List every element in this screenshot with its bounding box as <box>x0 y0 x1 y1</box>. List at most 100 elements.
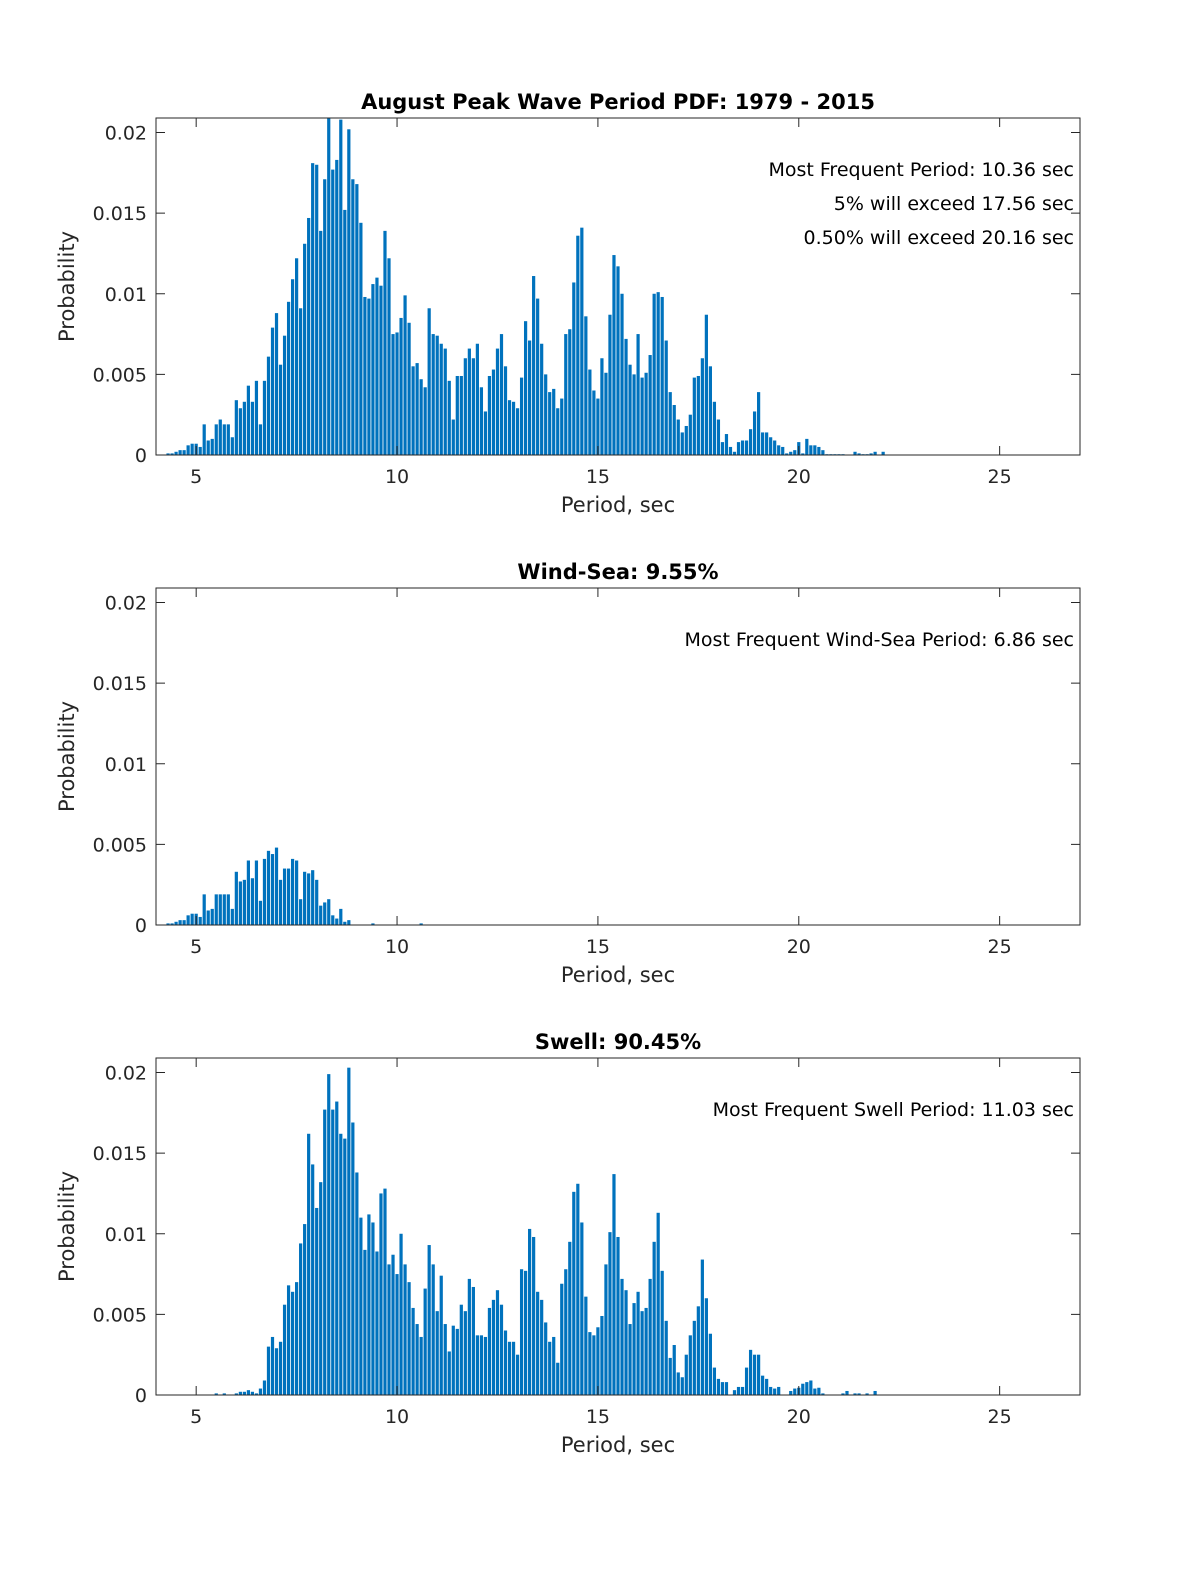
bar <box>556 408 560 455</box>
bar <box>495 348 500 455</box>
bar <box>459 375 463 455</box>
bar <box>773 1388 777 1395</box>
bar <box>777 1386 781 1395</box>
bar <box>170 453 174 455</box>
bar <box>821 1393 825 1395</box>
bar <box>190 913 194 925</box>
bar <box>282 335 287 455</box>
bar <box>491 1299 496 1395</box>
bar <box>736 1386 741 1395</box>
bar <box>544 374 548 455</box>
bar <box>451 419 455 455</box>
bar <box>403 295 407 455</box>
bar <box>491 369 496 455</box>
bar <box>278 879 283 925</box>
bar <box>270 327 275 455</box>
bar <box>600 1315 604 1395</box>
bar <box>431 334 435 455</box>
bar <box>307 873 311 925</box>
bar <box>250 878 255 925</box>
bar <box>805 438 809 455</box>
bar <box>246 1390 250 1395</box>
y-tick-label: 0.015 <box>93 203 147 225</box>
bar <box>853 451 857 455</box>
bar <box>757 392 761 455</box>
x-tick-label: 10 <box>385 1406 409 1428</box>
bar <box>351 179 355 455</box>
bar <box>375 1251 379 1395</box>
bar <box>479 1335 484 1395</box>
bar <box>327 118 331 455</box>
bar <box>656 1212 660 1395</box>
bar <box>700 1259 704 1395</box>
bar <box>202 894 206 925</box>
bar <box>471 358 475 455</box>
bar <box>632 374 636 455</box>
bar <box>789 451 793 455</box>
bar <box>560 398 564 455</box>
bar <box>206 440 210 455</box>
bar <box>704 314 708 455</box>
bar <box>258 1388 263 1395</box>
bar <box>323 902 327 925</box>
bar <box>351 1122 355 1395</box>
bar <box>644 372 648 455</box>
bar <box>282 1304 287 1395</box>
bar <box>323 179 327 455</box>
bar <box>568 329 572 455</box>
bar <box>299 1243 303 1395</box>
bar <box>507 1341 512 1395</box>
y-tick-label: 0.005 <box>93 364 147 386</box>
bar <box>841 1393 845 1395</box>
bar <box>335 918 339 925</box>
bar <box>515 1354 520 1395</box>
bar <box>616 266 620 455</box>
bar <box>540 343 544 455</box>
bar <box>367 1214 371 1395</box>
bar <box>463 358 467 455</box>
bar <box>668 1357 672 1395</box>
chart-title: August Peak Wave Period PDF: 1979 - 2015 <box>361 90 875 114</box>
bar <box>632 1303 636 1395</box>
bar <box>592 1335 596 1395</box>
bar <box>487 375 492 455</box>
bar <box>708 366 712 455</box>
bar <box>728 446 733 455</box>
bar <box>371 923 375 925</box>
bar <box>435 335 439 455</box>
bar <box>761 1375 765 1395</box>
bar <box>857 453 861 455</box>
bar <box>174 921 178 925</box>
bar <box>532 1236 536 1395</box>
bar <box>383 1188 387 1395</box>
bar <box>680 432 684 455</box>
bar <box>286 868 291 925</box>
bar <box>427 1245 431 1395</box>
bar <box>620 1278 624 1395</box>
bar <box>339 1133 343 1395</box>
bar <box>588 369 592 455</box>
bar <box>407 1282 411 1395</box>
bar <box>206 910 210 925</box>
annotation-text: Most Frequent Period: 10.36 sec <box>768 159 1074 181</box>
bar <box>499 334 504 455</box>
bar <box>347 1067 351 1395</box>
bar <box>463 1311 467 1395</box>
axes-box <box>155 587 1081 926</box>
bar <box>327 899 331 925</box>
bar <box>290 279 295 455</box>
bar <box>652 293 656 455</box>
bar <box>435 1311 439 1395</box>
axes-box <box>155 117 1081 456</box>
x-tick-label: 10 <box>385 936 409 958</box>
bar <box>769 1386 773 1395</box>
bar <box>214 894 218 925</box>
bar <box>222 424 226 455</box>
bar <box>258 900 263 925</box>
y-tick-label: 0.02 <box>105 593 147 615</box>
bar <box>371 284 375 455</box>
bar <box>415 1324 419 1395</box>
bar <box>744 1367 749 1395</box>
bar <box>636 334 640 455</box>
bar <box>752 411 757 455</box>
